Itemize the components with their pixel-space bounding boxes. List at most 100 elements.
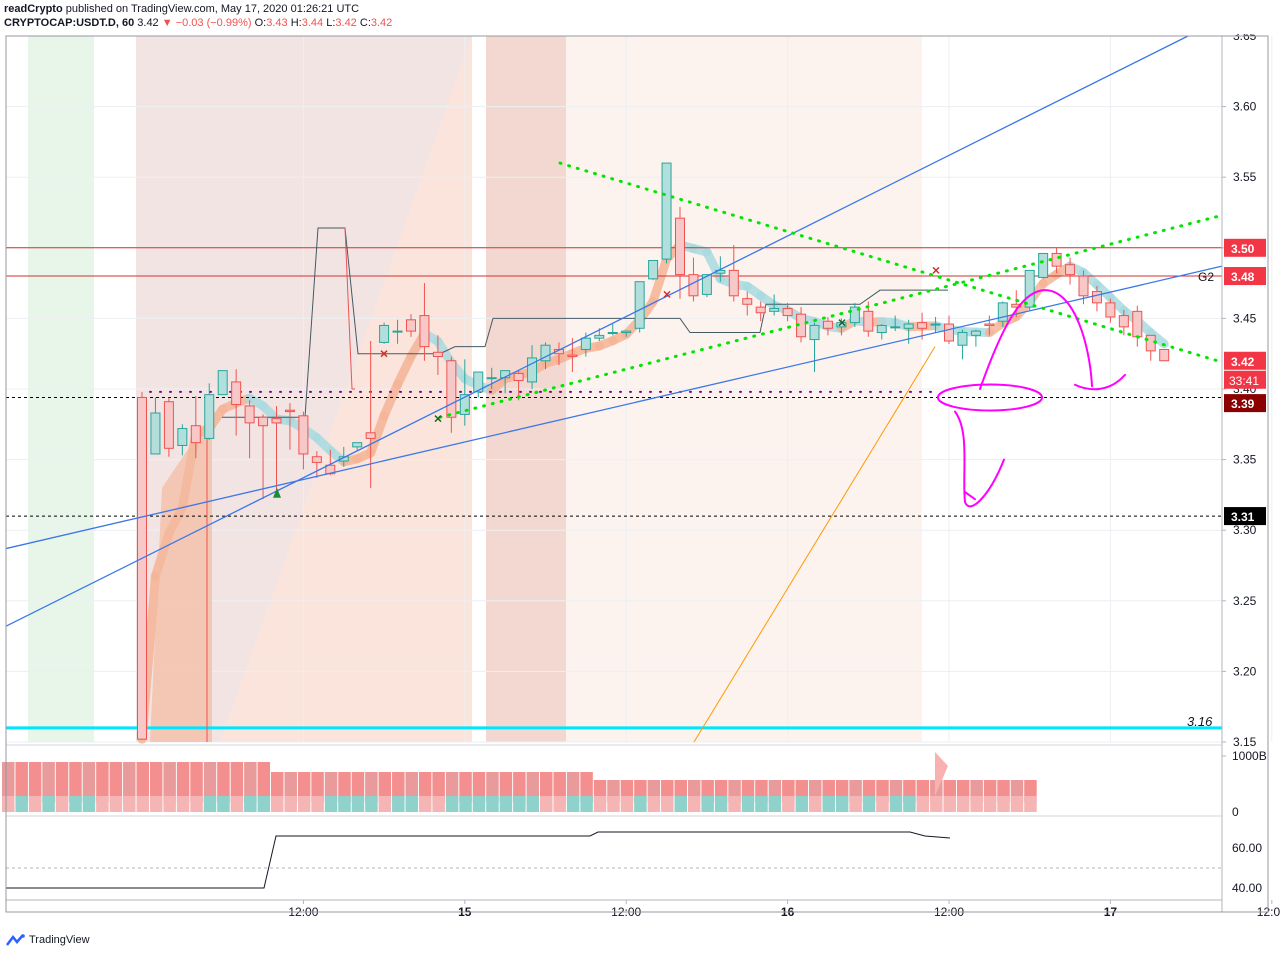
volume-base: [661, 796, 674, 812]
volume-base: [849, 796, 862, 812]
candle: [1159, 348, 1170, 362]
volume-bar: [96, 762, 109, 802]
volume-base: [916, 796, 930, 812]
price-chart[interactable]: 3.16G23.153.203.253.303.353.403.453.503.…: [0, 34, 1280, 930]
candle-body: [621, 330, 632, 334]
price-tick-label: 3.25: [1233, 594, 1257, 608]
volume-base: [109, 796, 123, 812]
volume-tick-label: 0: [1232, 805, 1239, 819]
candle: [527, 345, 538, 389]
volume-bar: [351, 772, 365, 802]
ribbon-segment: [393, 352, 416, 389]
candle-body: [567, 354, 578, 358]
candle-body: [1078, 275, 1089, 297]
volume-base: [55, 796, 69, 812]
candle-body: [513, 372, 524, 382]
candle-body: [365, 432, 376, 439]
step-line: [222, 227, 948, 418]
candle: [634, 281, 645, 333]
candle-body: [634, 281, 645, 329]
volume-bar: [123, 762, 136, 802]
candle: [675, 206, 685, 299]
volume-base: [607, 796, 620, 812]
price-tick-label: 3.15: [1233, 735, 1257, 749]
candle: [1091, 285, 1102, 312]
volume-base: [835, 796, 849, 812]
volume-base: [271, 796, 284, 812]
candle: [352, 442, 363, 452]
volume-base: [69, 796, 82, 812]
volume-base: [230, 796, 244, 812]
price-change: −0.03 (−0.99%): [175, 17, 252, 29]
price-label-box: [1224, 267, 1266, 286]
candle-body: [1118, 315, 1129, 328]
price-label-text: 3.50: [1231, 242, 1255, 256]
price-label-text: 3.48: [1231, 270, 1255, 284]
candle-body: [1038, 252, 1049, 278]
volume-base: [809, 796, 822, 812]
candle-body: [1091, 291, 1102, 304]
candle: [338, 446, 349, 467]
candle-body: [432, 351, 443, 358]
candle: [782, 302, 793, 322]
volume-base: [1024, 796, 1037, 812]
candle-body: [1051, 252, 1062, 267]
candle-body: [163, 401, 174, 449]
volume-bar: [459, 772, 472, 802]
candle: [1024, 269, 1035, 312]
candle-body: [190, 425, 201, 444]
last-price: 3.42: [137, 17, 159, 29]
volume-base: [405, 796, 418, 812]
volume-base: [513, 796, 526, 812]
volume-base: [163, 796, 176, 812]
volume-base: [862, 796, 876, 812]
candle-body: [970, 330, 981, 336]
candle-body: [742, 298, 753, 305]
candle-body: [1065, 264, 1076, 276]
price-label-box: [1224, 238, 1266, 257]
candle-body: [204, 394, 215, 439]
candle-body: [755, 306, 766, 314]
volume-bar: [365, 772, 378, 802]
candle-body: [675, 217, 685, 276]
buy-triangle-icon: [273, 487, 281, 498]
volume-base: [176, 796, 190, 812]
volume-base: [392, 796, 405, 812]
candle: [728, 244, 739, 302]
low-value: 3.42: [335, 17, 357, 29]
volume-bar: [203, 762, 217, 802]
tradingview-brand: TradingView: [6, 934, 90, 946]
candle-body: [580, 337, 591, 350]
candle: [406, 314, 416, 337]
volume-base: [889, 796, 903, 812]
volume-base: [284, 796, 297, 812]
ascending-dotted-line: [438, 213, 1224, 419]
volume-base: [768, 796, 782, 812]
candle-body: [527, 357, 538, 383]
ribbon-tail: [150, 417, 212, 742]
volume-bar: [392, 772, 405, 802]
candle-body: [1011, 303, 1022, 308]
volume-base: [741, 796, 755, 812]
candle-body: [540, 344, 551, 362]
volume-base: [983, 796, 997, 812]
volume-base: [593, 796, 607, 812]
candle: [917, 312, 928, 340]
candle-body: [446, 360, 457, 418]
volume-bar: [217, 762, 230, 802]
volume-base: [190, 796, 203, 812]
volume-base: [365, 796, 378, 812]
volume-bar: [338, 772, 351, 802]
close-value: 3.42: [370, 17, 393, 29]
volume-base: [714, 796, 728, 812]
candle: [379, 322, 390, 344]
candles: [137, 162, 1170, 740]
sell-marker-icon: [380, 350, 388, 358]
candle-body: [338, 456, 349, 462]
candle: [419, 283, 430, 361]
candle-body: [648, 260, 659, 280]
volume-base: [432, 796, 445, 812]
candle: [930, 316, 941, 333]
volume-bar: [378, 772, 392, 802]
volume-base: [311, 796, 324, 812]
